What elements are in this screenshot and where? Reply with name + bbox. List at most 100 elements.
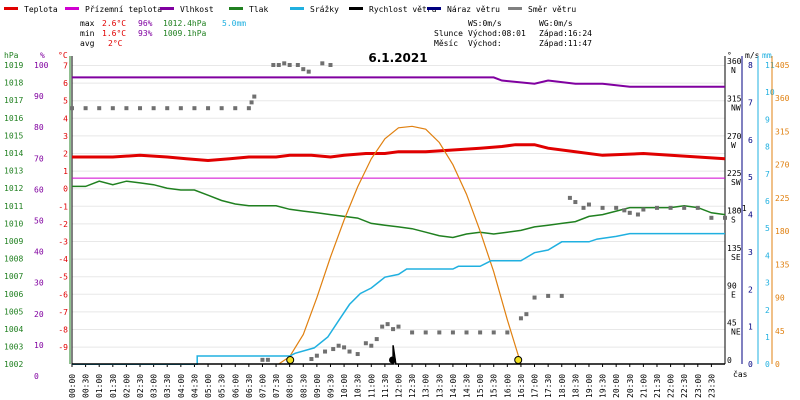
time-tick: 18:30 — [571, 374, 580, 398]
wind-direction-point — [206, 106, 211, 111]
legend-label: Náraz větru — [447, 5, 500, 14]
wind-direction-point — [249, 100, 254, 105]
hpa-tick: 1010 — [4, 219, 23, 228]
humidity-line — [72, 76, 725, 88]
solar-tick: 45 — [775, 327, 785, 336]
time-tick: 22:00 — [667, 374, 676, 398]
wind-direction-point — [423, 330, 428, 335]
wind-direction-point — [600, 205, 605, 210]
legend-label: Rychlost větru — [369, 5, 437, 14]
legend-swatch — [160, 7, 174, 10]
wind-direction-point — [450, 330, 455, 335]
ms-axis-label: m/s — [745, 51, 760, 60]
wind-direction-point — [342, 345, 347, 350]
hpa-tick: 1013 — [4, 167, 23, 176]
wind-direction-point — [276, 63, 281, 67]
wind-direction-point — [682, 205, 687, 210]
wind-direction-point — [331, 347, 336, 352]
wind-direction-point — [380, 324, 385, 329]
hpa-tick: 1009 — [4, 237, 23, 246]
hpa-tick: 1019 — [4, 61, 23, 70]
hpa-tick: 1017 — [4, 96, 23, 105]
chart-title: 6.1.2021 — [368, 51, 427, 65]
legend-swatch — [4, 7, 18, 10]
time-tick: 07:00 — [258, 374, 267, 398]
wind-direction-point — [151, 106, 156, 111]
time-tick: 16:00 — [503, 374, 512, 398]
wind-direction-point — [219, 106, 224, 111]
pressure-line — [72, 180, 726, 239]
humidity-tick: 0 — [34, 372, 39, 381]
time-tick: 08:00 — [286, 374, 295, 398]
wind-direction-point — [396, 324, 401, 329]
time-tick: 22:30 — [680, 374, 689, 398]
humidity-tick: 90 — [34, 92, 44, 101]
humidity-tick: 100 — [34, 61, 49, 70]
legend: Teplota Přízemní teplota Vlhkost Tlak Srážky… — [4, 5, 576, 14]
wind-direction-point — [309, 357, 314, 362]
wind-direction-point — [271, 63, 276, 67]
direction-tick: 360 — [727, 57, 742, 66]
wind-direction-point — [385, 322, 390, 327]
time-tick: 16:30 — [517, 374, 526, 398]
time-tick: 17:00 — [531, 374, 540, 398]
legend-swatch — [427, 7, 441, 10]
legend-swatch — [229, 7, 243, 10]
mm-tick: 1 — [765, 333, 770, 342]
wind-direction-point — [410, 330, 415, 335]
time-tick: 20:00 — [612, 374, 621, 398]
stat-min-press: 1009.1hPa — [163, 29, 207, 38]
wind-direction-point — [347, 349, 352, 354]
stat-avg-label: avg — [80, 39, 95, 48]
time-tick: 03:00 — [150, 374, 159, 398]
sunrise-marker — [286, 356, 295, 364]
time-tick: 13:00 — [422, 374, 431, 398]
wind-direction-point — [369, 343, 374, 348]
hpa-tick: 1014 — [4, 149, 23, 158]
time-tick: 02:30 — [136, 374, 145, 398]
stat-min-temp: 1.6°C — [102, 29, 126, 38]
solar-tick: 360 — [775, 94, 790, 103]
stat-avg-temp: 2°C — [108, 39, 123, 48]
wind-direction-point — [83, 106, 88, 111]
ms-tick: 6 — [748, 136, 753, 145]
direction-name-tick: NE — [731, 328, 741, 337]
wind-direction-point — [491, 330, 496, 335]
wind-direction-point — [355, 352, 360, 357]
humidity-tick: 80 — [34, 123, 44, 132]
sun-set: Západ:16:24 — [539, 29, 592, 38]
wind-speed-now: WS:0m/s — [468, 19, 502, 28]
wind-direction-point — [622, 208, 627, 213]
temp-tick: -1 — [58, 202, 68, 211]
direction-name-tick: N — [731, 66, 736, 75]
sunset-marker — [514, 356, 523, 364]
direction-axis-label: ° — [727, 51, 732, 60]
time-tick: 06:30 — [245, 374, 254, 398]
time-tick: 06:00 — [231, 374, 240, 398]
solar-tick: 90 — [775, 294, 785, 303]
moon-set: Západ:11:47 — [539, 39, 592, 48]
time-tick: 00:30 — [82, 374, 91, 398]
ms-tick: 7 — [748, 98, 753, 107]
stat-max-rain: 5.0mm — [222, 19, 246, 28]
temperature-line — [72, 143, 726, 163]
time-tick: 20:30 — [626, 374, 635, 398]
wind-direction-point — [641, 207, 646, 212]
wind-direction-point — [723, 215, 727, 220]
solar-tick: 0 — [775, 360, 780, 369]
humidity-tick: 40 — [34, 248, 44, 257]
hpa-tick: 1005 — [4, 307, 23, 316]
hpa-tick: 1018 — [4, 79, 23, 88]
time-tick: 14:30 — [463, 374, 472, 398]
hpa-tick: 1012 — [4, 184, 23, 193]
direction-name-tick: NW — [731, 103, 741, 112]
solar-tick: 180 — [775, 227, 790, 236]
wind-direction-point — [374, 337, 379, 342]
wind-direction-point — [301, 67, 306, 72]
time-tick: 09:00 — [313, 374, 322, 398]
legend-label: Vlhkost — [180, 5, 214, 14]
mm-tick: 0 — [765, 360, 770, 369]
ms-tick: 2 — [748, 285, 753, 294]
wind-direction-point — [306, 69, 311, 74]
wind-direction-point — [320, 61, 325, 66]
